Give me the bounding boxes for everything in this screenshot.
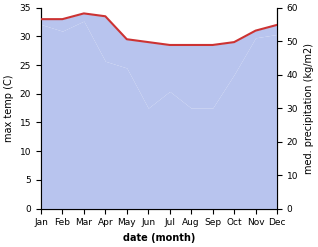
X-axis label: date (month): date (month) xyxy=(123,233,195,243)
Y-axis label: med. precipitation (kg/m2): med. precipitation (kg/m2) xyxy=(304,43,314,174)
Y-axis label: max temp (C): max temp (C) xyxy=(4,74,14,142)
